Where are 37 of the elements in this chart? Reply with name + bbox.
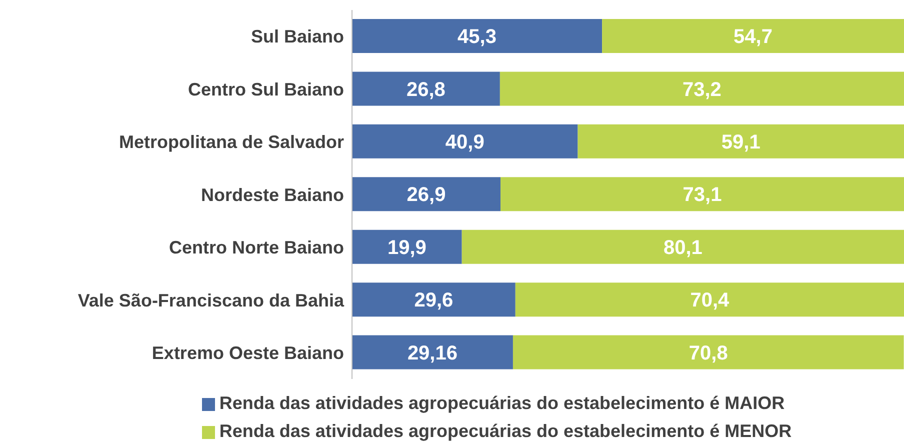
- data-label: 70,8: [688, 342, 728, 364]
- bar: [352, 19, 602, 53]
- bar: [515, 282, 904, 317]
- y-tick-label: Nordeste Baiano: [200, 184, 344, 205]
- bar: [352, 177, 500, 212]
- bar: [462, 230, 904, 264]
- data-label: 45,3: [458, 26, 496, 48]
- y-tick-label: Extremo Oeste Baiano: [152, 343, 344, 364]
- data-label: 26,9: [406, 184, 446, 206]
- data-label: 29,6: [414, 290, 454, 312]
- bar: [500, 177, 904, 212]
- bar: [352, 124, 578, 158]
- bar: [578, 124, 904, 158]
- bar: [512, 335, 904, 370]
- bar: [352, 72, 500, 106]
- bar: [352, 282, 516, 317]
- data-label: 54,7: [734, 26, 772, 48]
- bar: [602, 19, 904, 53]
- y-tick-label: Vale São-Franciscano da Bahia: [78, 290, 345, 310]
- data-label: 19,9: [387, 236, 426, 259]
- y-tick-label: Centro Sul Baiano: [188, 79, 344, 100]
- data-label: 70,4: [690, 290, 730, 312]
- data-label: 26,8: [406, 78, 446, 101]
- y-tick-label: Sul Baiano: [250, 26, 344, 47]
- data-label: 59,1: [721, 132, 760, 154]
- y-tick-label: Centro Norte Baiano: [168, 238, 344, 258]
- data-label: 73,2: [682, 78, 722, 101]
- bar: [352, 335, 513, 370]
- bar: [500, 72, 904, 106]
- y-tick-label: Metropolitana de Salvador: [118, 132, 344, 152]
- data-label: 40,9: [445, 132, 484, 154]
- legend-label: Renda das atividades agropecuárias do estabelecimento é MAIOR: [219, 393, 785, 413]
- legend-label: Renda das atividades agropecuárias do estabelecimento é MENOR: [219, 421, 792, 441]
- data-label: 80,1: [663, 236, 702, 259]
- data-label: 29,16: [407, 342, 458, 364]
- data-label: 73,1: [682, 184, 722, 206]
- bar: [352, 230, 462, 264]
